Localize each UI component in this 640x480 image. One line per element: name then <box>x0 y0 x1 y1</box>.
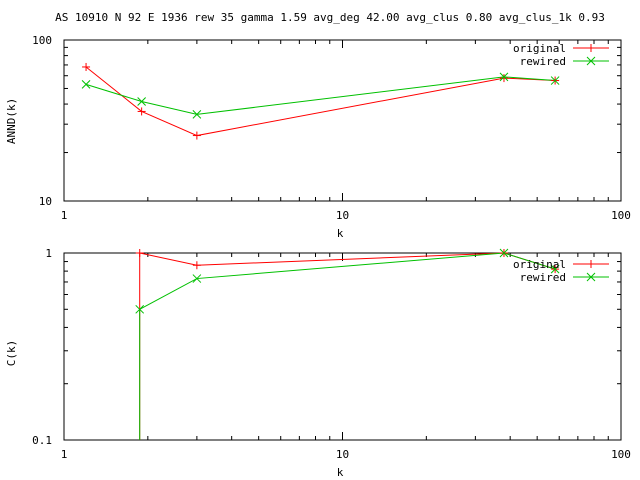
clustering-point-rewired <box>135 304 145 314</box>
clustering-point-rewired-d2 <box>550 264 560 274</box>
clustering-series-markers <box>135 248 560 314</box>
annd-x-axis-label: k <box>337 227 344 240</box>
clustering-point-original <box>135 249 144 257</box>
clustering-point-rewired-d2 <box>499 248 509 258</box>
clustering-x-axis-label: k <box>337 466 344 479</box>
annd-panel: 1 10 100 10 100 k ANND(k) original rewired <box>5 34 631 240</box>
annd-point-original <box>192 131 201 140</box>
annd-series-line-rewired <box>85 76 556 115</box>
annd-series-markers <box>81 62 560 140</box>
annd-legend-label-rewired: rewired <box>520 55 566 68</box>
annd-point-rewired-d2 <box>81 80 91 89</box>
annd-point-rewired <box>499 72 509 82</box>
annd-axis-ticks: 1 10 100 10 100 <box>32 34 631 222</box>
annd-point-rewired <box>192 110 202 119</box>
clustering-point-rewired-d2 <box>135 304 145 314</box>
clustering-point-rewired <box>192 274 202 283</box>
clustering-panel: 1 10 100 0.1 1 k C(k) original rewired <box>5 247 631 479</box>
clustering-legend-marker-rewired-d2 <box>586 272 596 282</box>
clustering-y-tick-label: 0.1 <box>32 434 52 447</box>
clustering-legend-label-original: original <box>513 258 566 271</box>
annd-legend-marker-original <box>587 44 595 52</box>
annd-y-tick-label: 10 <box>39 195 52 208</box>
annd-point-rewired <box>81 80 91 89</box>
clustering-legend-label-rewired: rewired <box>520 271 566 284</box>
annd-y-tick-label: 100 <box>32 34 52 47</box>
annd-point-original <box>499 74 508 83</box>
clustering-series-line-rewired <box>139 252 556 440</box>
annd-series-line-original <box>85 66 556 137</box>
clustering-y-tick-label: 1 <box>45 247 52 260</box>
clustering-series-lines <box>139 252 556 440</box>
annd-point-original <box>137 107 146 116</box>
annd-y-axis-label: ANND(k) <box>5 98 18 144</box>
clustering-point-rewired <box>550 264 560 274</box>
annd-legend-marker-rewired <box>586 56 596 66</box>
clustering-point-rewired <box>499 248 509 258</box>
annd-legend: original rewired <box>513 42 609 68</box>
clustering-legend: original rewired <box>513 258 609 284</box>
clustering-point-original <box>192 261 201 270</box>
clustering-x-tick-label: 1 <box>61 448 68 461</box>
clustering-legend-marker-original <box>587 260 595 268</box>
clustering-x-tick-label: 10 <box>336 448 349 461</box>
annd-x-tick-label: 10 <box>336 209 349 222</box>
annd-point-rewired-d2 <box>192 110 202 119</box>
annd-point-rewired <box>550 76 560 85</box>
annd-point-original <box>82 62 91 71</box>
annd-legend-label-original: original <box>513 42 566 55</box>
annd-point-rewired-d2 <box>499 72 509 82</box>
clustering-series-line-original <box>139 252 556 440</box>
annd-point-rewired-d2 <box>550 76 560 85</box>
annd-x-tick-label: 100 <box>611 209 631 222</box>
clustering-y-axis-label: C(k) <box>5 340 18 367</box>
annd-legend-marker-rewired-d2 <box>586 56 596 66</box>
annd-series-lines <box>85 66 556 137</box>
annd-point-rewired <box>137 97 146 106</box>
annd-point-rewired-d2 <box>137 97 146 106</box>
clustering-x-tick-label: 100 <box>611 448 631 461</box>
clustering-legend-marker-rewired <box>586 272 596 282</box>
annd-x-tick-label: 1 <box>61 209 68 222</box>
clustering-point-rewired-d2 <box>192 274 202 283</box>
chart-title: AS 10910 N 92 E 1936 rew 35 gamma 1.59 a… <box>55 11 605 24</box>
